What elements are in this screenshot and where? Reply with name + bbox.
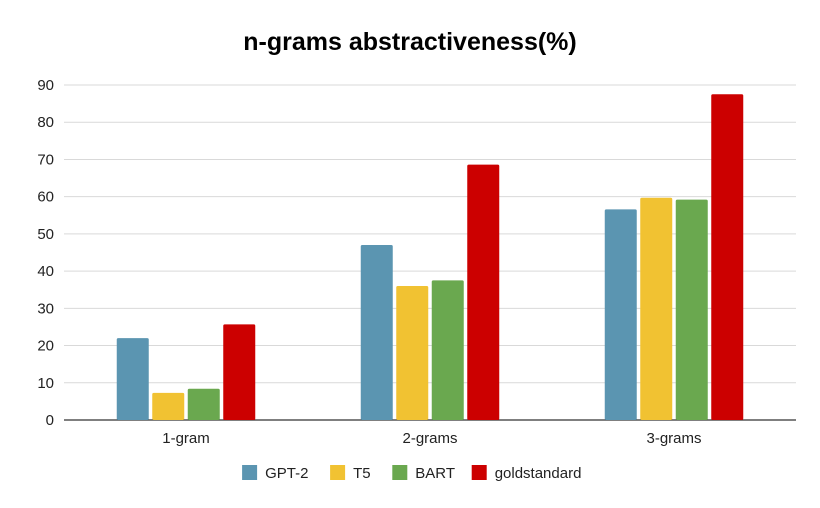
- x-tick-label: 2-grams: [402, 430, 457, 447]
- y-tick-label: 40: [37, 263, 54, 280]
- bar: [360, 245, 393, 420]
- y-tick-label: 50: [37, 226, 54, 243]
- x-tick-label: 1-gram: [162, 430, 210, 447]
- bar: [604, 209, 637, 420]
- chart-title: n-grams abstractiveness(%): [243, 28, 577, 56]
- y-tick-label: 80: [37, 114, 54, 131]
- bar: [640, 197, 673, 420]
- bar: [187, 388, 220, 420]
- y-tick-label: 10: [37, 375, 54, 392]
- bar: [675, 199, 708, 420]
- bar: [152, 392, 185, 420]
- legend-swatch: [242, 465, 258, 480]
- legend-label: T5: [353, 465, 371, 482]
- bar: [711, 94, 744, 421]
- legend-label: GPT-2: [265, 465, 308, 482]
- x-tick-label: 3-grams: [646, 430, 701, 447]
- bar: [223, 324, 256, 420]
- bar: [431, 280, 464, 420]
- legend-swatch: [330, 465, 346, 480]
- bar: [116, 338, 149, 420]
- legend-swatch: [392, 465, 408, 480]
- y-tick-label: 0: [46, 412, 54, 429]
- y-tick-label: 90: [37, 77, 54, 94]
- y-tick-label: 30: [37, 300, 54, 317]
- bar: [396, 286, 429, 420]
- y-tick-label: 60: [37, 189, 54, 206]
- y-tick-label: 70: [37, 151, 54, 168]
- bar: [467, 164, 500, 420]
- legend-label: goldstandard: [495, 465, 582, 482]
- legend-swatch: [471, 465, 487, 480]
- legend-label: BART: [415, 465, 455, 482]
- y-tick-label: 20: [37, 338, 54, 355]
